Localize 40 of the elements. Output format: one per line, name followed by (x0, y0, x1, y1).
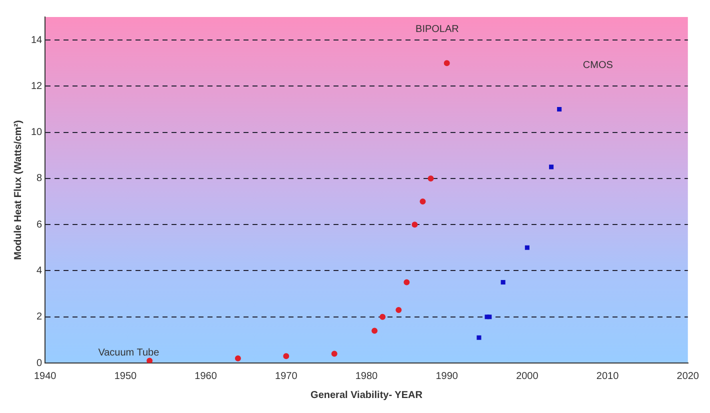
x-tick-label: 1980 (355, 370, 378, 382)
point (396, 306, 402, 313)
point (146, 358, 153, 363)
y-tick-label: 4 (36, 265, 43, 276)
x-tick-label: 2020 (676, 370, 700, 382)
point (500, 280, 506, 285)
y-tick-label: 14 (31, 34, 43, 46)
point (476, 335, 482, 340)
point (234, 355, 241, 362)
y-tick-label: 10 (31, 127, 43, 138)
point (428, 175, 434, 182)
y-tick-label: 8 (36, 173, 43, 184)
y-tick-label: 12 (31, 80, 43, 92)
annotation: BIPOLAR (416, 24, 459, 35)
x-tick-label: 1960 (194, 370, 218, 382)
x-tick-label: 1990 (436, 370, 458, 382)
point (444, 60, 450, 66)
y-tick-label: 0 (36, 358, 43, 369)
annotation: CMOS (582, 60, 614, 72)
y-tick-label: 6 (36, 219, 43, 230)
point (283, 353, 290, 360)
y-axis-title: Module Heat Flux (Watts/cm²) (12, 120, 24, 260)
point (549, 164, 554, 170)
point (524, 245, 530, 250)
y-tick-label: 2 (36, 312, 43, 323)
x-tick-label: 1940 (34, 370, 57, 382)
point (412, 222, 418, 228)
point (420, 198, 426, 205)
point (487, 314, 492, 320)
x-tick-label: 1970 (275, 370, 298, 382)
x-tick-label: 2010 (596, 370, 620, 382)
annotation: Vacuum Tube (98, 347, 160, 358)
point (331, 350, 338, 357)
x-tick-label: 2000 (516, 370, 539, 382)
point (404, 279, 410, 286)
point (380, 314, 386, 320)
point (372, 328, 378, 334)
x-axis-title: General Viability- YEAR (310, 390, 424, 401)
point (557, 107, 562, 112)
x-tick-label: 1950 (114, 370, 138, 382)
